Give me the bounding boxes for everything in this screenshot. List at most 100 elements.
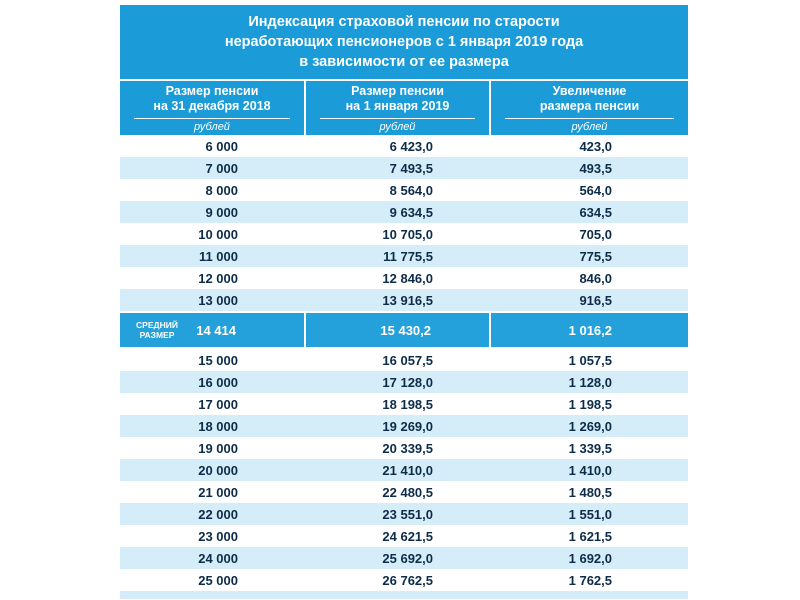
table-row: 7 000 7 493,5 493,5 [120, 157, 688, 179]
table-row: 16 000 17 128,0 1 128,0 [120, 371, 688, 393]
cell-pension-2018: 16 000 [120, 371, 306, 393]
cell-increase: 1 198,5 [491, 393, 688, 415]
cell-pension-2018-value: 12 000 [198, 270, 238, 286]
cell-pension-2019-value: 8 564,0 [389, 182, 433, 198]
cell-increase: 916,5 [491, 289, 688, 311]
table-row: 9 000 9 634,5 634,5 [120, 201, 688, 223]
cell-pension-2019-value: 13 916,5 [382, 292, 433, 308]
cell-increase-value: 1 339,5 [568, 440, 612, 456]
cell-increase-value: 1 621,5 [568, 528, 612, 544]
unit-divider-line [505, 117, 674, 119]
cell-pension-2018-value: 22 000 [198, 506, 238, 522]
cell-pension-2018: 10 000 [120, 223, 306, 245]
cell-increase: 1 128,0 [491, 371, 688, 393]
cell-pension-2018-value: 21 000 [198, 484, 238, 500]
cell-pension-2018-value: 18 000 [198, 418, 238, 434]
cell-pension-2018: 21 000 [120, 481, 306, 503]
column-header-line-2: на 31 декабря 2018 [153, 98, 271, 113]
cell-pension-2018: 13 000 [120, 289, 306, 311]
cell-pension-2018: 20 000 [120, 459, 306, 481]
column-header-line-2: на 1 января 2019 [345, 98, 450, 113]
unit-divider-line [320, 117, 475, 119]
average-row-label: средний размер [136, 320, 178, 340]
table-row: 15 000 16 057,5 1 057,5 [120, 349, 688, 371]
cell-pension-2019-value: 25 692,0 [382, 550, 433, 566]
cell-pension-2019: 18 198,5 [306, 393, 491, 415]
cell-pension-2019: 7 493,5 [306, 157, 491, 179]
cell-pension-2018: 23 000 [120, 525, 306, 547]
cell-pension-2018: 11 000 [120, 245, 306, 267]
cell-pension-2019: 10 705,0 [306, 223, 491, 245]
cell-pension-2018: 24 000 [120, 547, 306, 569]
cell-pension-2019: 15 430,2 [306, 313, 491, 347]
cell-increase: 564,0 [491, 179, 688, 201]
cell-increase: 1 480,5 [491, 481, 688, 503]
cell-pension-2019-value: 7 493,5 [389, 160, 433, 176]
cell-pension-2018: 25 000 [120, 569, 306, 591]
cell-pension-2019: 9 634,5 [306, 201, 491, 223]
table-row: 8 000 8 564,0 564,0 [120, 179, 688, 201]
cell-increase: 1 692,0 [491, 547, 688, 569]
cell-increase-value: 493,5 [579, 160, 612, 176]
cell-pension-2019: 25 692,0 [306, 547, 491, 569]
cell-pension-2018-value: 16 000 [198, 374, 238, 390]
pension-indexation-table: Индексация страховой пенсии по старости … [120, 5, 688, 599]
cell-increase-value: 846,0 [579, 270, 612, 286]
cell-pension-2019-value: 15 430,2 [380, 322, 431, 338]
cell-pension-2019: 20 339,5 [306, 437, 491, 459]
table-bottom-strip [120, 591, 688, 599]
cell-increase: 1 551,0 [491, 503, 688, 525]
cell-pension-2019-value: 11 775,5 [383, 248, 433, 264]
cell-increase: 846,0 [491, 267, 688, 289]
cell-increase: 634,5 [491, 201, 688, 223]
table-row: 23 000 24 621,5 1 621,5 [120, 525, 688, 547]
table-row: 20 000 21 410,0 1 410,0 [120, 459, 688, 481]
title-line-1: Индексация страховой пенсии по старости [248, 14, 560, 30]
column-header-line-1: Размер пенсии [165, 83, 259, 98]
table-header-row: Размер пенсии на 31 декабря 2018 рублей … [120, 81, 688, 135]
cell-pension-2019: 11 775,5 [306, 245, 491, 267]
column-header-line-2: размера пенсии [539, 98, 640, 113]
column-header-pension-2018: Размер пенсии на 31 декабря 2018 рублей [120, 81, 306, 135]
cell-pension-2018-value: 20 000 [198, 462, 238, 478]
cell-pension-2019: 6 423,0 [306, 135, 491, 157]
column-unit-label: рублей [571, 120, 608, 133]
cell-increase-value: 423,0 [579, 138, 612, 154]
cell-pension-2019-value: 17 128,0 [382, 374, 433, 390]
cell-pension-2019: 23 551,0 [306, 503, 491, 525]
cell-pension-2018: 8 000 [120, 179, 306, 201]
cell-pension-2018: 15 000 [120, 349, 306, 371]
cell-pension-2018: 9 000 [120, 201, 306, 223]
cell-increase: 775,5 [491, 245, 688, 267]
table-row: 24 000 25 692,0 1 692,0 [120, 547, 688, 569]
cell-pension-2018-value: 24 000 [198, 550, 238, 566]
cell-pension-2019: 17 128,0 [306, 371, 491, 393]
cell-pension-2019-value: 16 057,5 [382, 352, 433, 368]
cell-pension-2019: 12 846,0 [306, 267, 491, 289]
cell-pension-2019-value: 21 410,0 [382, 462, 433, 478]
table-row: 6 000 6 423,0 423,0 [120, 135, 688, 157]
table-row: 18 000 19 269,0 1 269,0 [120, 415, 688, 437]
table-body: 6 000 6 423,0 423,0 7 000 7 493,5 493,5 8 000 8… [120, 135, 688, 591]
cell-increase: 1 269,0 [491, 415, 688, 437]
cell-increase: 705,0 [491, 223, 688, 245]
cell-pension-2018: 6 000 [120, 135, 306, 157]
column-header-label: Размер пенсии на 31 декабря 2018 [153, 84, 270, 114]
cell-pension-2018-value: 25 000 [198, 572, 238, 588]
cell-pension-2018: 12 000 [120, 267, 306, 289]
table-row: 12 000 12 846,0 846,0 [120, 267, 688, 289]
table-row-average: средний размер 14 414 15 430,2 1 016,2 [120, 311, 688, 349]
cell-pension-2018-value: 11 000 [198, 248, 238, 264]
cell-pension-2019-value: 20 339,5 [382, 440, 433, 456]
cell-increase-value: 1 057,5 [568, 352, 612, 368]
cell-increase-value: 775,5 [579, 248, 612, 264]
cell-increase: 1 057,5 [491, 349, 688, 371]
cell-pension-2019: 26 762,5 [306, 569, 491, 591]
cell-pension-2018-value: 17 000 [198, 396, 238, 412]
cell-pension-2019-value: 18 198,5 [382, 396, 433, 412]
cell-pension-2018-value: 14 414 [196, 322, 236, 338]
unit-divider-line [134, 117, 290, 119]
column-unit-label: рублей [194, 120, 230, 133]
title-line-2: неработающих пенсионеров с 1 января 2019… [224, 34, 584, 50]
cell-increase-value: 705,0 [579, 226, 612, 242]
